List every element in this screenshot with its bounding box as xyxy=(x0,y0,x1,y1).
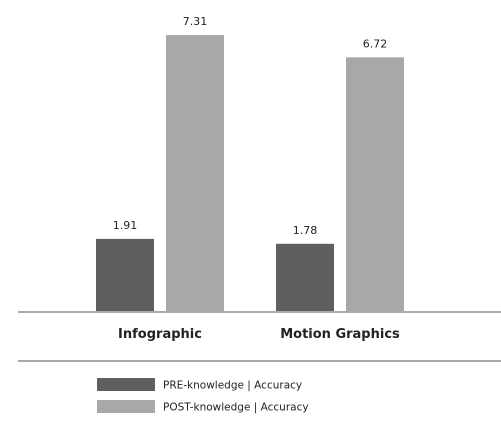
category-label: Motion Graphics xyxy=(280,327,400,342)
data-label: 1.91 xyxy=(113,219,138,232)
data-label: 6.72 xyxy=(363,37,388,50)
bar-pre-infographic xyxy=(96,238,154,311)
legend-swatch xyxy=(97,378,155,391)
bar-post-motion-graphics xyxy=(346,57,404,311)
data-label: 7.31 xyxy=(183,15,208,28)
category-label: Infographic xyxy=(118,327,202,342)
bar-post-infographic xyxy=(166,35,224,312)
bar-pre-motion-graphics xyxy=(276,243,334,311)
legend-label: POST-knowledge | Accuracy xyxy=(163,402,309,414)
legend-label: PRE-knowledge | Accuracy xyxy=(163,380,302,392)
data-label: 1.78 xyxy=(293,224,318,237)
legend-swatch xyxy=(97,400,155,413)
